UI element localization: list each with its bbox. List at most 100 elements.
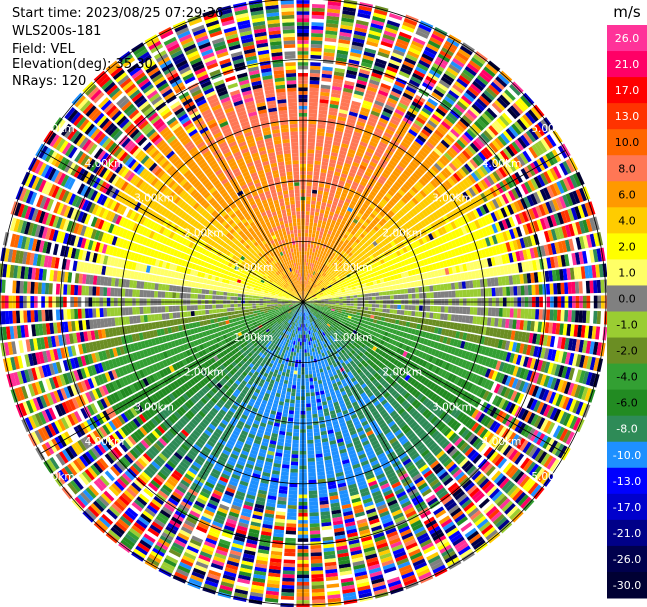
velocity-gate — [474, 515, 487, 527]
velocity-gate — [450, 374, 457, 383]
velocity-gate — [513, 435, 523, 448]
velocity-gate — [553, 256, 559, 268]
velocity-gate — [342, 204, 348, 210]
velocity-gate — [350, 184, 358, 191]
velocity-gate — [392, 84, 404, 92]
velocity-gate — [483, 215, 491, 225]
velocity-gates — [0, 0, 609, 607]
velocity-gate — [308, 344, 312, 349]
velocity-gate — [320, 304, 325, 306]
velocity-gate — [338, 337, 343, 342]
velocity-gate — [388, 260, 394, 266]
velocity-gate — [433, 447, 443, 457]
velocity-gate — [582, 355, 589, 369]
velocity-gate — [350, 298, 354, 301]
velocity-gate — [385, 308, 390, 314]
velocity-gate — [372, 442, 381, 450]
velocity-gate — [519, 475, 531, 488]
velocity-gate — [446, 337, 452, 345]
velocity-gate — [441, 440, 451, 450]
velocity-gate — [331, 347, 336, 352]
velocity-gate — [495, 424, 504, 436]
velocity-gate — [365, 89, 377, 97]
velocity-gate — [509, 308, 514, 318]
velocity-gate — [461, 150, 472, 160]
velocity-gate — [475, 153, 485, 164]
velocity-gate — [371, 307, 376, 312]
velocity-gate — [326, 350, 331, 355]
velocity-gate — [498, 220, 505, 231]
velocity-gate — [406, 446, 416, 455]
velocity-gate — [476, 518, 489, 530]
velocity-gate — [319, 325, 323, 329]
velocity-gate — [472, 539, 486, 550]
velocity-gate — [307, 443, 314, 448]
velocity-gate — [350, 319, 355, 323]
velocity-gate — [407, 164, 416, 172]
velocity-gate — [524, 285, 529, 296]
velocity-gate — [316, 253, 320, 258]
velocity-gate — [456, 139, 466, 149]
velocity-gate — [412, 122, 422, 131]
velocity-gate — [393, 112, 403, 120]
velocity-gate — [392, 170, 400, 178]
velocity-gate — [550, 363, 558, 376]
velocity-gate — [358, 371, 365, 377]
velocity-gate — [317, 304, 321, 307]
velocity-gate — [323, 322, 327, 326]
velocity-gate — [351, 235, 358, 241]
velocity-gate — [350, 344, 356, 350]
velocity-gate — [402, 215, 410, 222]
velocity-gate — [342, 216, 348, 222]
velocity-gate — [403, 283, 408, 289]
velocity-gate — [366, 342, 372, 348]
velocity-gate — [324, 143, 332, 149]
velocity-gate — [518, 212, 526, 224]
velocity-gate — [491, 287, 496, 297]
velocity-gate — [394, 222, 401, 229]
velocity-gate — [494, 349, 501, 359]
velocity-gate — [311, 588, 325, 593]
velocity-gate — [307, 461, 316, 466]
velocity-gate — [448, 267, 454, 275]
velocity-gate — [367, 333, 372, 339]
velocity-gate — [557, 226, 565, 239]
velocity-gate — [427, 138, 437, 147]
velocity-gate — [514, 453, 525, 465]
velocity-gate — [451, 450, 461, 460]
velocity-gate — [303, 320, 305, 324]
velocity-gate — [453, 437, 463, 447]
velocity-gate — [427, 205, 435, 213]
velocity-gate — [454, 122, 465, 133]
velocity-gate — [506, 389, 515, 400]
velocity-gate — [338, 253, 343, 258]
velocity-gate — [592, 248, 599, 263]
velocity-gate — [499, 442, 510, 454]
velocity-gate — [385, 384, 393, 392]
velocity-gate — [338, 248, 343, 253]
velocity-gate — [536, 359, 544, 372]
velocity-gate — [310, 355, 314, 360]
velocity-gate — [329, 325, 334, 330]
velocity-gate — [397, 102, 408, 110]
velocity-gate — [340, 335, 345, 340]
velocity-gate — [356, 386, 363, 392]
velocity-gate — [364, 127, 374, 134]
velocity-gate — [338, 153, 346, 159]
velocity-gate — [383, 341, 389, 347]
velocity-gate — [384, 244, 390, 251]
velocity-gate — [310, 211, 315, 216]
velocity-gate — [315, 245, 320, 250]
velocity-gate — [545, 283, 551, 295]
velocity-gate — [426, 170, 435, 179]
velocity-gate — [438, 79, 451, 89]
velocity-gate — [353, 295, 358, 298]
velocity-gate — [328, 114, 337, 120]
velocity-gate — [505, 145, 516, 157]
velocity-gate — [505, 230, 512, 241]
velocity-gate — [371, 363, 378, 370]
velocity-gate — [303, 294, 306, 299]
velocity-gate — [454, 513, 466, 524]
velocity-gate — [427, 413, 436, 422]
velocity-gate — [309, 102, 318, 107]
